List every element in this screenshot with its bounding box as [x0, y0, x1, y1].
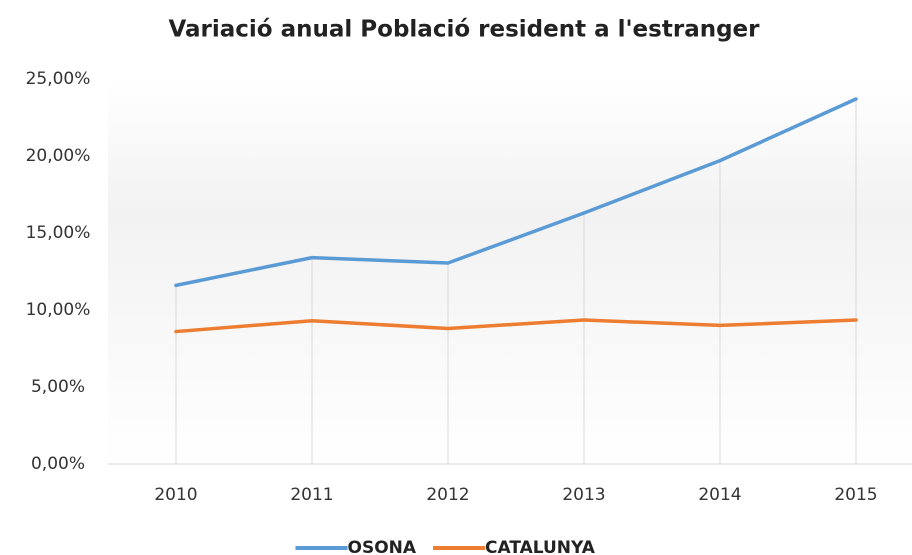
y-tick-label: 5,00% — [31, 377, 85, 397]
chart-title: Variació anual Població resident a l'est… — [168, 17, 760, 43]
x-tick-label: 2010 — [154, 485, 197, 505]
x-tick-label: 2013 — [562, 485, 605, 505]
y-tick-label: 25,00% — [26, 69, 91, 89]
x-tick-label: 2014 — [698, 485, 741, 505]
legend-label: OSONA — [348, 538, 417, 555]
x-tick-label: 2011 — [290, 485, 333, 505]
y-tick-label: 0,00% — [31, 454, 85, 474]
series-line — [174, 97, 858, 288]
y-tick-label: 15,00% — [26, 223, 91, 243]
plot-background — [108, 79, 912, 464]
y-tick-label: 10,00% — [26, 300, 91, 320]
series-line — [174, 318, 858, 334]
x-tick-label: 2015 — [834, 485, 877, 505]
y-tick-label: 20,00% — [26, 146, 91, 166]
x-tick-label: 2012 — [426, 485, 469, 505]
legend-label: CATALUNYA — [485, 538, 596, 555]
